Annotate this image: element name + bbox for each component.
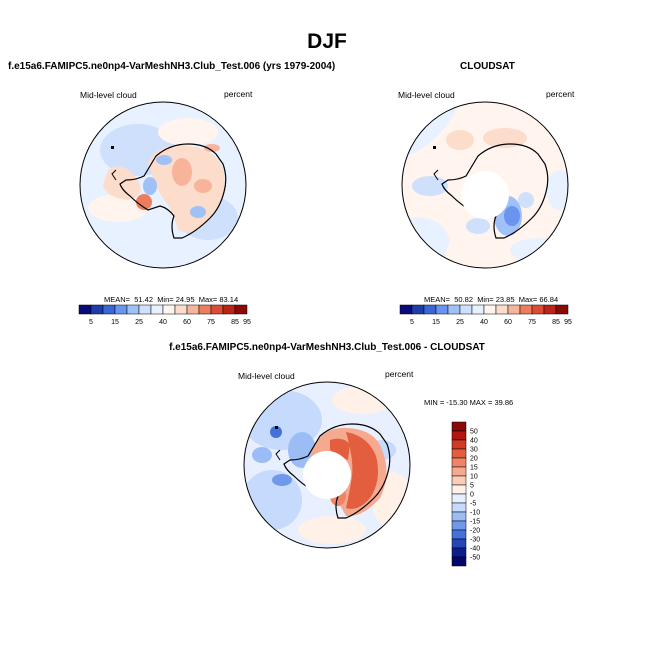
obs-units-label: percent	[546, 89, 575, 99]
colorbar-box	[471, 304, 485, 315]
colorbar-tick-label: 15	[432, 319, 440, 326]
colorbar-box	[451, 475, 467, 486]
colorbar-tick-label: 5	[89, 319, 93, 326]
colorbar-box	[102, 304, 116, 315]
colorbar-box	[198, 304, 212, 315]
colorbar-box	[451, 556, 467, 567]
colorbar-box	[555, 304, 569, 315]
colorbar-box	[162, 304, 176, 315]
colorbar-box	[174, 304, 188, 315]
colorbar-box	[451, 529, 467, 540]
colorbar-box	[234, 304, 248, 315]
obs-variable-label: Mid-level cloud	[398, 90, 455, 100]
colorbar-box	[435, 304, 449, 315]
colorbar-tick-label: 25	[135, 319, 143, 326]
colorbar-box	[507, 304, 521, 315]
colorbar-tick-label: 15	[111, 319, 119, 326]
colorbar-box	[451, 466, 467, 477]
colorbar-tick-label: -40	[470, 546, 480, 553]
colorbar-box	[423, 304, 437, 315]
colorbar-tick-label: 10	[470, 474, 478, 481]
colorbar-tick-label: 60	[183, 319, 191, 326]
model-colorbar: 5 15 25 40 60 75 85 95	[78, 304, 251, 326]
colorbar-tick-label: 5	[470, 483, 474, 490]
colorbar-tick-label: 75	[528, 319, 536, 326]
colorbar-box	[451, 520, 467, 531]
colorbar-tick-label: 60	[504, 319, 512, 326]
colorbar-box	[451, 547, 467, 558]
colorbar-tick-label: 30	[470, 447, 478, 454]
page-title: DJF	[307, 30, 347, 53]
colorbar-tick-label: 95	[564, 319, 572, 326]
colorbar-tick-label: 15	[470, 465, 478, 472]
obs-colorbar: 5 15 25 40 60 75 85 95	[399, 304, 572, 326]
difference-variable-label: Mid-level cloud	[238, 371, 295, 381]
colorbar-tick-label: 0	[470, 492, 474, 499]
colorbar-box	[519, 304, 533, 315]
colorbar-box	[78, 304, 92, 315]
model-variable-label: Mid-level cloud	[80, 90, 137, 100]
difference-panel-title: f.e15a6.FAMIPC5.ne0np4-VarMeshNH3.Club_T…	[169, 342, 485, 353]
colorbar-box	[451, 511, 467, 522]
colorbar-box	[399, 304, 413, 315]
colorbar-box	[186, 304, 200, 315]
colorbar-box	[126, 304, 140, 315]
colorbar-box	[451, 538, 467, 549]
colorbar-box	[451, 493, 467, 504]
colorbar-box	[459, 304, 473, 315]
colorbar-tick-label: -15	[470, 519, 480, 526]
colorbar-box	[150, 304, 164, 315]
colorbar-box	[451, 430, 467, 441]
obs-polar-map	[401, 101, 569, 269]
difference-stats: MIN = -15.30 MAX = 39.86	[424, 398, 514, 407]
colorbar-box	[447, 304, 461, 315]
colorbar-box	[483, 304, 497, 315]
colorbar-tick-label: 95	[243, 319, 251, 326]
colorbar-box	[451, 502, 467, 513]
colorbar-box	[451, 457, 467, 468]
colorbar-tick-label: 40	[159, 319, 167, 326]
colorbar-tick-label: -30	[470, 537, 480, 544]
colorbar-tick-label: 50	[470, 429, 478, 436]
colorbar-box	[114, 304, 128, 315]
colorbar-tick-label: -20	[470, 528, 480, 535]
colorbar-box	[451, 484, 467, 495]
colorbar-tick-label: 25	[456, 319, 464, 326]
obs-panel-title: CLOUDSAT	[460, 61, 515, 72]
difference-units-label: percent	[385, 369, 414, 379]
colorbar-box	[451, 421, 467, 432]
colorbar-box	[411, 304, 425, 315]
model-panel-title: f.e15a6.FAMIPC5.ne0np4-VarMeshNH3.Club_T…	[8, 61, 336, 72]
colorbar-box	[451, 439, 467, 450]
colorbar-box	[495, 304, 509, 315]
colorbar-tick-label: 85	[552, 319, 560, 326]
colorbar-box	[210, 304, 224, 315]
colorbar-tick-label: 75	[207, 319, 215, 326]
model-stats: MEAN= 51.42 Min= 24.95 Max= 83.14	[104, 295, 239, 304]
colorbar-box	[90, 304, 104, 315]
colorbar-tick-label: 40	[480, 319, 488, 326]
model-units-label: percent	[224, 89, 253, 99]
colorbar-tick-label: 20	[470, 456, 478, 463]
colorbar-tick-label: 5	[410, 319, 414, 326]
difference-polar-map	[243, 381, 411, 549]
colorbar-tick-label: 40	[470, 438, 478, 445]
colorbar-box	[531, 304, 545, 315]
colorbar-box	[138, 304, 152, 315]
colorbar-tick-label: -50	[470, 555, 480, 562]
colorbar-tick-label: 85	[231, 319, 239, 326]
colorbar-tick-label: -5	[470, 501, 476, 508]
obs-stats: MEAN= 50.82 Min= 23.85 Max= 66.84	[424, 295, 559, 304]
colorbar-box	[543, 304, 557, 315]
colorbar-box	[451, 448, 467, 459]
colorbar-tick-label: -10	[470, 510, 480, 517]
model-polar-map	[79, 101, 247, 269]
colorbar-box	[222, 304, 236, 315]
